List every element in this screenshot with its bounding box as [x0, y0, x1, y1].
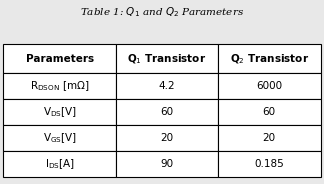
Text: 60: 60 [160, 107, 173, 117]
Bar [116, 151, 217, 177]
Text: I$_{\mathrm{DS}}$[A]: I$_{\mathrm{DS}}$[A] [45, 157, 75, 171]
Text: Q$_2$ Transistor: Q$_2$ Transistor [230, 52, 309, 66]
Text: V$_{\mathrm{DS}}$[V]: V$_{\mathrm{DS}}$[V] [42, 105, 77, 119]
Text: 60: 60 [262, 107, 276, 117]
Bar [3, 44, 116, 73]
Bar [3, 99, 116, 125]
Bar [218, 73, 321, 99]
Text: R$_{\mathrm{DSON}}$ [mΩ]: R$_{\mathrm{DSON}}$ [mΩ] [30, 79, 89, 93]
Text: 0.185: 0.185 [254, 159, 284, 169]
Text: Q$_1$ Transistor: Q$_1$ Transistor [127, 52, 206, 66]
Bar [3, 73, 116, 99]
Text: 4.2: 4.2 [158, 81, 175, 91]
Bar [218, 99, 321, 125]
Text: 20: 20 [160, 133, 173, 143]
Text: V$_{\mathrm{GS}}$[V]: V$_{\mathrm{GS}}$[V] [42, 131, 77, 145]
Bar [218, 44, 321, 73]
Text: 90: 90 [160, 159, 173, 169]
Bar [116, 125, 217, 151]
Bar [116, 73, 217, 99]
Bar [218, 151, 321, 177]
Text: 6000: 6000 [256, 81, 282, 91]
Bar [218, 125, 321, 151]
Bar [116, 99, 217, 125]
Text: Parameters: Parameters [26, 54, 94, 64]
Text: 20: 20 [262, 133, 276, 143]
Bar [3, 125, 116, 151]
Bar [3, 151, 116, 177]
Text: Table 1: $\it{Q_1}$ and $\it{Q_2}$ Parameters: Table 1: $\it{Q_1}$ and $\it{Q_2}$ Param… [80, 6, 244, 19]
Bar [116, 44, 217, 73]
